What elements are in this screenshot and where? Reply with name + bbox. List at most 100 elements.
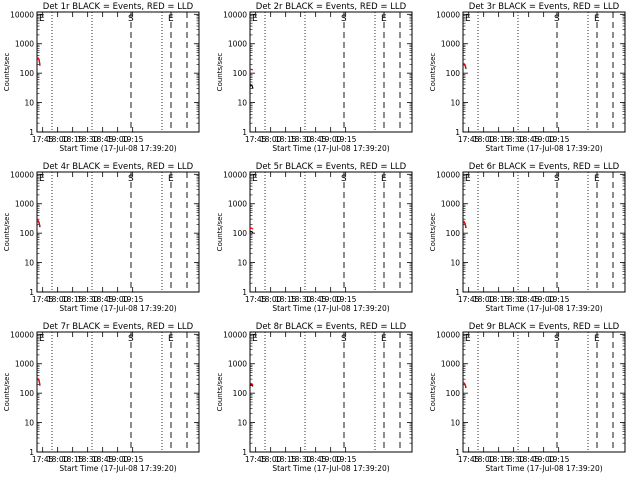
y-axis-label: Counts/sec	[429, 373, 437, 412]
y-tick-label: 10	[450, 419, 460, 428]
series-line-lld	[249, 382, 254, 386]
y-tick-label: 10000	[223, 10, 247, 19]
chart-panel-2: Det 2r BLACK = Events, RED = LLD 1 10 100 10…	[216, 2, 413, 153]
x-tick-label: 19:15	[122, 295, 144, 304]
x-tick-label: 19:15	[122, 455, 144, 464]
y-tick-label: 10000	[436, 170, 460, 179]
y-axis-label: Counts/sec	[3, 53, 11, 92]
plot-frame	[462, 11, 626, 133]
y-tick-label: 10000	[223, 170, 247, 179]
y-axis-label: Counts/sec	[216, 53, 224, 92]
chart-title: Det 5r BLACK = Events, RED = LLD	[256, 162, 407, 172]
x-tick-label: 19:00	[320, 455, 342, 464]
y-tick-label: 10000	[10, 170, 34, 179]
plot-frame	[36, 171, 200, 293]
marker-label-start: E	[252, 334, 258, 344]
y-axis-label: Counts/sec	[429, 213, 437, 252]
series-line-events	[249, 384, 254, 387]
marker-label-E: E	[168, 174, 174, 184]
x-tick-label: 18:15	[62, 135, 84, 144]
y-tick-label: 10000	[10, 10, 34, 19]
y-tick-label: 100	[20, 69, 35, 78]
x-tick-label: 17:45	[32, 135, 54, 144]
y-tick-label: 100	[446, 69, 461, 78]
marker-label-S: S	[341, 14, 347, 24]
marker-label-start: E	[465, 174, 471, 184]
y-tick-label: 1000	[228, 40, 247, 49]
x-tick-label: 18:30	[290, 135, 312, 144]
chart-panel-5: Det 5r BLACK = Events, RED = LLD 1 10 100 10…	[216, 162, 413, 313]
x-tick-label: 18:45	[518, 455, 540, 464]
x-tick-label: 17:45	[245, 455, 267, 464]
x-tick-label: 19:15	[122, 135, 144, 144]
x-tick-label: 19:15	[335, 295, 357, 304]
marker-label-E: E	[381, 14, 387, 24]
marker-label-S: S	[128, 174, 134, 184]
plot-frame	[462, 331, 626, 453]
x-tick-label: 18:30	[77, 135, 99, 144]
x-tick-label: 18:45	[92, 135, 114, 144]
chart-panel-4: Det 4r BLACK = Events, RED = LLD 1 10 100 10…	[3, 162, 200, 313]
marker-label-E: E	[594, 14, 600, 24]
y-tick-label: 100	[446, 229, 461, 238]
x-tick-label: 17:45	[245, 135, 267, 144]
y-tick-label: 10	[24, 419, 34, 428]
y-axis-label: Counts/sec	[3, 373, 11, 412]
marker-label-E: E	[381, 174, 387, 184]
marker-label-start: E	[39, 14, 45, 24]
series-line-lld	[462, 220, 467, 228]
x-tick-label: 19:00	[107, 135, 129, 144]
y-axis-label: Counts/sec	[3, 213, 11, 252]
chart-panel-6: Det 6r BLACK = Events, RED = LLD 1 10 100 10…	[429, 162, 626, 313]
x-tick-label: 18:15	[275, 295, 297, 304]
marker-label-start: E	[252, 14, 258, 24]
chart-title: Det 9r BLACK = Events, RED = LLD	[469, 322, 620, 332]
x-tick-label: 18:45	[518, 135, 540, 144]
y-tick-label: 1000	[228, 360, 247, 369]
plot-frame	[462, 171, 626, 293]
marker-label-E: E	[381, 334, 387, 344]
x-axis-label: Start Time (17-Jul-08 17:39:20)	[272, 144, 389, 153]
marker-label-S: S	[554, 174, 560, 184]
x-tick-label: 18:45	[92, 455, 114, 464]
series-line-events	[249, 84, 254, 89]
y-tick-label: 1	[242, 128, 247, 137]
x-tick-label: 19:15	[548, 455, 570, 464]
x-tick-label: 19:00	[107, 295, 129, 304]
chart-title: Det 8r BLACK = Events, RED = LLD	[256, 322, 407, 332]
x-tick-label: 19:00	[533, 455, 555, 464]
series-line-lld	[36, 377, 41, 386]
y-tick-label: 10	[237, 259, 247, 268]
x-tick-label: 19:00	[320, 295, 342, 304]
y-tick-label: 100	[20, 389, 35, 398]
x-tick-label: 18:15	[488, 135, 510, 144]
chart-title: Det 7r BLACK = Events, RED = LLD	[43, 322, 194, 332]
marker-label-start: E	[252, 174, 258, 184]
x-tick-label: 18:45	[305, 295, 327, 304]
x-tick-label: 17:45	[32, 295, 54, 304]
marker-label-S: S	[128, 14, 134, 24]
y-tick-label: 1	[242, 448, 247, 457]
x-tick-label: 18:30	[503, 295, 525, 304]
y-tick-label: 10000	[436, 10, 460, 19]
x-tick-label: 17:45	[32, 455, 54, 464]
x-tick-label: 17:45	[245, 295, 267, 304]
x-tick-label: 18:00	[473, 135, 495, 144]
chart-panel-1: Det 1r BLACK = Events, RED = LLD 1 10 100 10…	[3, 2, 200, 153]
y-tick-label: 10000	[10, 330, 34, 339]
y-tick-label: 1	[29, 288, 34, 297]
y-tick-label: 1	[455, 448, 460, 457]
chart-title: Det 3r BLACK = Events, RED = LLD	[469, 2, 620, 12]
x-tick-label: 18:00	[260, 455, 282, 464]
marker-label-start: E	[39, 174, 45, 184]
series-line-lld	[462, 62, 467, 69]
plot-frame	[249, 171, 413, 293]
chart-panel-9: Det 9r BLACK = Events, RED = LLD 1 10 100 10…	[429, 322, 626, 473]
x-axis-label: Start Time (17-Jul-08 17:39:20)	[272, 464, 389, 473]
marker-label-S: S	[341, 334, 347, 344]
y-tick-label: 1	[29, 448, 34, 457]
y-tick-label: 1	[455, 288, 460, 297]
marker-label-E: E	[594, 334, 600, 344]
y-tick-label: 1000	[15, 40, 34, 49]
x-tick-label: 18:00	[473, 455, 495, 464]
